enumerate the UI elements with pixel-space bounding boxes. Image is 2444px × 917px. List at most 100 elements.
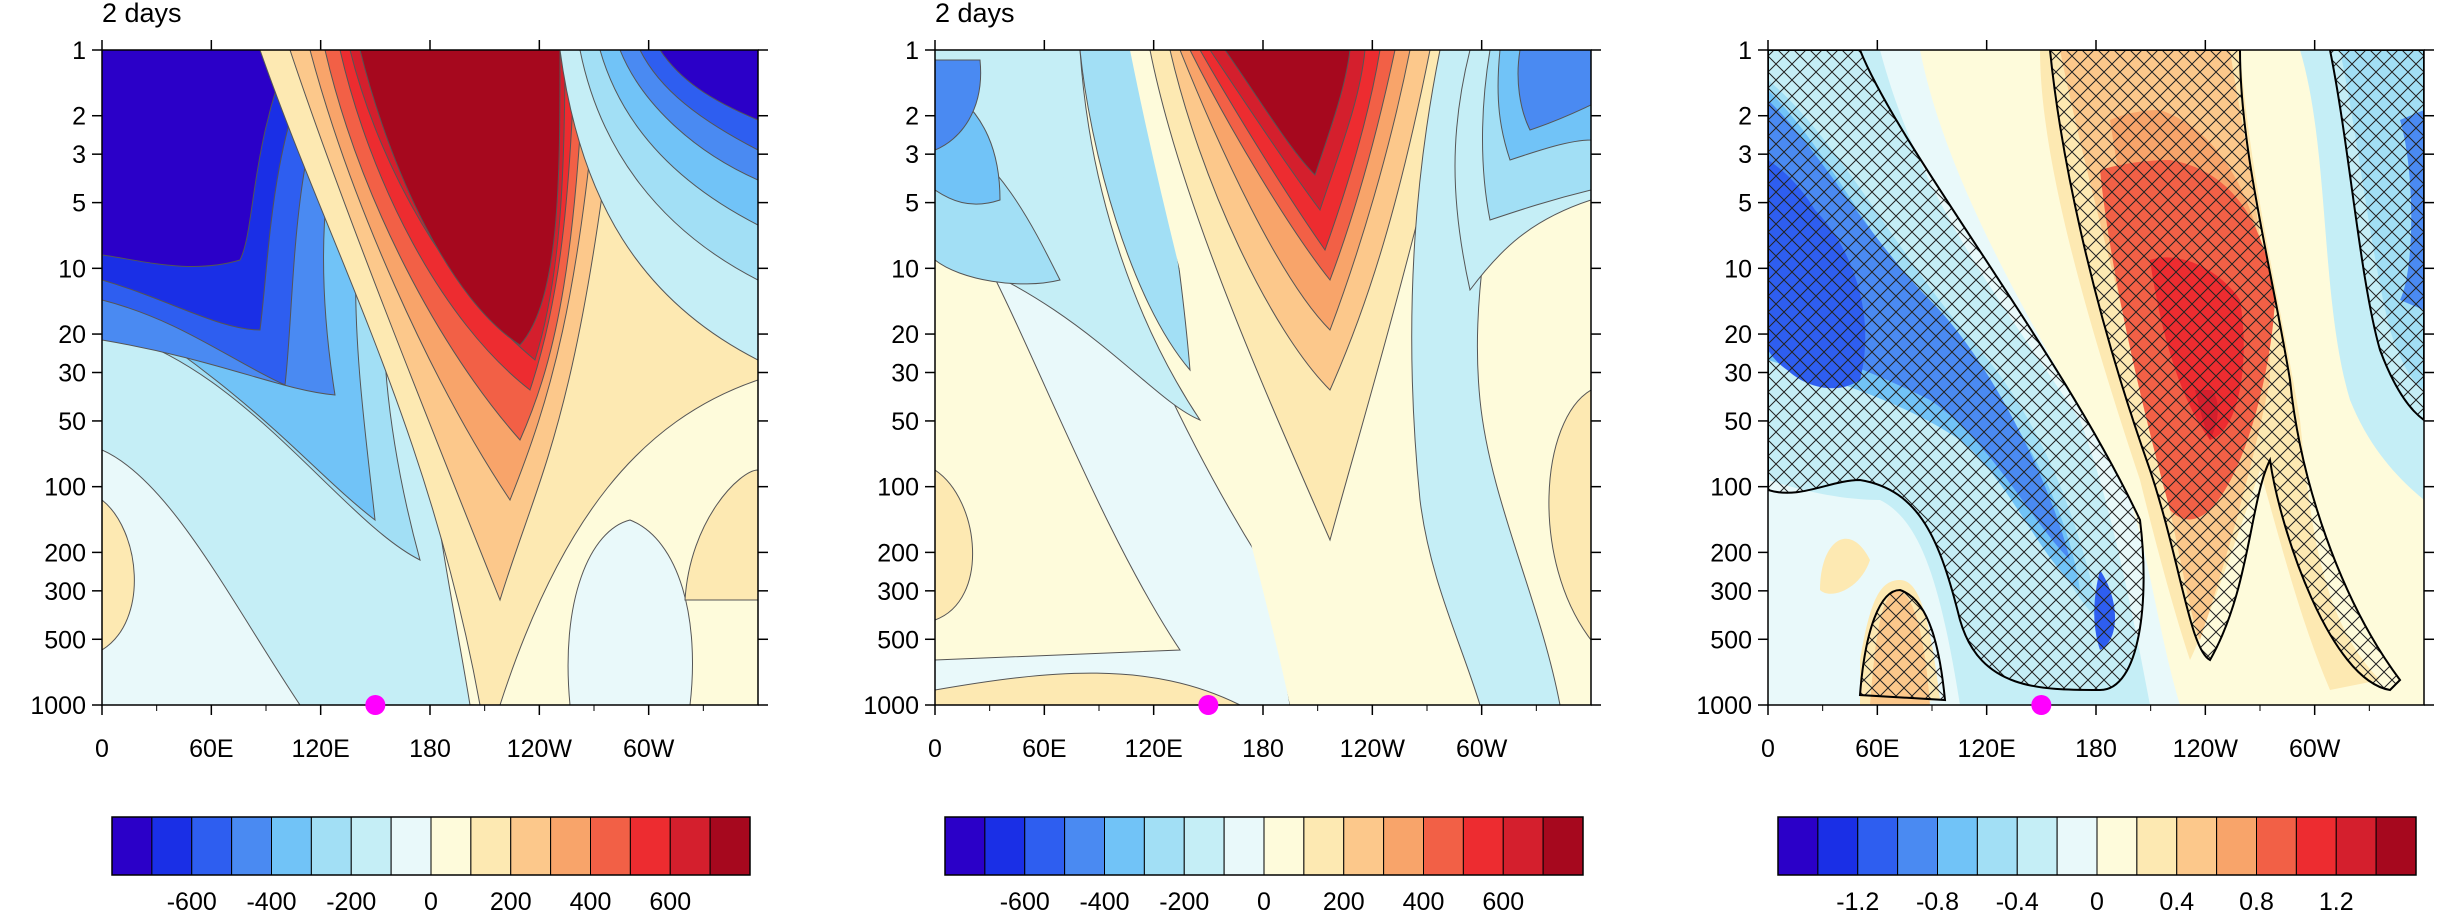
panel-3-field	[1768, 50, 2424, 705]
colorbar-label: 200	[490, 888, 532, 916]
colorbar-swatch	[310, 816, 352, 876]
colorbar-frame	[1777, 816, 2417, 876]
panel-1-marker	[365, 695, 386, 715]
y-tick-label: 1000	[1696, 692, 1752, 720]
panel-2-colorbar: -600 -400 -200 0 200 400 600	[944, 816, 1584, 916]
colorbar-frame	[111, 816, 751, 876]
colorbar-swatch	[1542, 816, 1584, 876]
colorbar-swatch	[191, 816, 233, 876]
colorbar-swatch	[709, 816, 751, 876]
colorbar-swatch	[1423, 816, 1464, 876]
x-tick-label: 60W	[1456, 735, 1508, 763]
panel-3-y-ticks: 1 2 3 5 10 20 30 50 100 200 300 500 1000	[1696, 37, 2434, 720]
y-tick-label: 300	[1710, 578, 1752, 606]
y-tick-label: 50	[1724, 408, 1752, 436]
y-tick-label: 10	[1724, 255, 1752, 283]
colorbar-label: -600	[1000, 888, 1050, 916]
panel-2-y-ticks: 1 2 3 5 10 20 30 50 100 200 300 500 1000	[863, 37, 1601, 720]
colorbar-label: -200	[1159, 888, 1209, 916]
y-tick-label: 5	[905, 190, 919, 218]
colorbar-swatch	[231, 816, 272, 876]
colorbar-swatch	[470, 816, 512, 876]
colorbar-label: 600	[1482, 888, 1524, 916]
x-tick-label: 60E	[1022, 735, 1066, 763]
colorbar-swatch	[1462, 816, 1504, 876]
y-tick-label: 3	[905, 141, 919, 169]
colorbar-label: 200	[1323, 888, 1365, 916]
colorbar-swatch	[1777, 816, 1819, 876]
y-tick-label: 100	[44, 474, 86, 502]
y-tick-label: 200	[44, 539, 86, 567]
colorbar-label: -400	[1079, 888, 1129, 916]
y-tick-label: 3	[1738, 141, 1752, 169]
colorbar-swatch	[1857, 816, 1899, 876]
colorbar-label: -0.4	[1996, 888, 2039, 916]
colorbar-swatch	[1263, 816, 1305, 876]
x-tick-label: 60E	[1855, 735, 1899, 763]
colorbar-swatch	[629, 816, 671, 876]
y-tick-label: 300	[877, 578, 919, 606]
panel-2: 2 days	[863, 0, 1601, 916]
colorbar-swatch	[1104, 816, 1145, 876]
colorbar-label: 0	[424, 888, 438, 916]
colorbar-swatch	[590, 816, 631, 876]
panel-2-field	[935, 50, 1591, 705]
y-tick-label: 30	[1724, 360, 1752, 388]
y-tick-label: 200	[877, 539, 919, 567]
x-tick-label: 0	[95, 735, 109, 763]
panel-1-y-ticks: 1 2 3 5 10 20 30 50 100 200 300 500 1000	[30, 37, 768, 720]
colorbar-swatch	[390, 816, 432, 876]
colorbar-label: 1.2	[2319, 888, 2354, 916]
panel-3: 1 2 3 5 10 20 30 50 100 200 300 500 1000 0 60E 120E 180…	[1696, 37, 2434, 916]
colorbar-swatch	[1143, 816, 1185, 876]
x-tick-label: 60E	[189, 735, 233, 763]
colorbar-swatch	[1383, 816, 1424, 876]
panel-2-x-ticks: 0 60E 120E 180 120W 60W	[928, 40, 1537, 763]
y-tick-label: 500	[44, 626, 86, 654]
y-tick-label: 1000	[863, 692, 919, 720]
x-tick-label: 120W	[2173, 735, 2239, 763]
colorbar-swatch	[1502, 816, 1544, 876]
x-tick-label: 120E	[1124, 735, 1182, 763]
x-tick-label: 60W	[2289, 735, 2341, 763]
colorbar-label: -0.8	[1916, 888, 1959, 916]
colorbar-swatch	[1024, 816, 1066, 876]
colorbar-swatch	[984, 816, 1026, 876]
colorbar-swatch	[1064, 816, 1105, 876]
colorbar-label: 600	[649, 888, 691, 916]
colorbar-swatch	[2016, 816, 2058, 876]
colorbar-swatch	[1183, 816, 1225, 876]
colorbar-swatch	[271, 816, 312, 876]
colorbar-swatch	[510, 816, 552, 876]
colorbar-frame	[944, 816, 1584, 876]
panel-1-title: 2 days	[102, 0, 182, 28]
colorbar-label: 0.8	[2239, 888, 2274, 916]
colorbar-label: 0	[1257, 888, 1271, 916]
x-tick-label: 120E	[291, 735, 349, 763]
x-tick-label: 120W	[507, 735, 573, 763]
colorbar-swatch	[2136, 816, 2178, 876]
colorbar-swatch	[944, 816, 986, 876]
colorbar-swatch	[430, 816, 472, 876]
panel-3-x-ticks: 0 60E 120E 180 120W 60W	[1761, 40, 2370, 763]
colorbar-swatch	[669, 816, 711, 876]
y-tick-label: 20	[58, 321, 86, 349]
colorbar-swatch	[2375, 816, 2417, 876]
x-tick-label: 60W	[623, 735, 675, 763]
y-tick-label: 1000	[30, 692, 86, 720]
colorbar-label: -400	[246, 888, 296, 916]
x-tick-label: 120E	[1957, 735, 2015, 763]
y-tick-label: 1	[72, 37, 86, 65]
y-tick-label: 30	[58, 360, 86, 388]
y-tick-label: 10	[891, 255, 919, 283]
x-tick-label: 120W	[1340, 735, 1406, 763]
y-tick-label: 5	[1738, 190, 1752, 218]
y-tick-label: 50	[58, 408, 86, 436]
colorbar-label: -1.2	[1836, 888, 1879, 916]
colorbar-swatch	[1343, 816, 1385, 876]
colorbar-label: 400	[570, 888, 612, 916]
panel-1: 2 days	[30, 0, 768, 916]
colorbar-label: -600	[167, 888, 217, 916]
panel-1-colorbar: -600 -400 -200 0 200 400 600	[111, 816, 751, 916]
y-tick-label: 3	[72, 141, 86, 169]
